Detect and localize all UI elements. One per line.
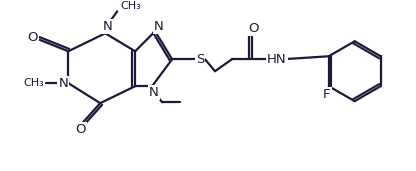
Text: O: O [27, 31, 37, 44]
Text: CH₃: CH₃ [120, 1, 141, 11]
Text: N: N [58, 77, 68, 90]
Text: O: O [75, 123, 86, 136]
Text: N: N [102, 20, 112, 33]
Text: N: N [149, 86, 159, 99]
Text: O: O [249, 22, 259, 35]
Text: HN: HN [267, 53, 287, 66]
Text: S: S [196, 53, 204, 66]
Text: F: F [323, 88, 330, 101]
Text: CH₃: CH₃ [24, 78, 45, 88]
Text: N: N [154, 20, 164, 33]
